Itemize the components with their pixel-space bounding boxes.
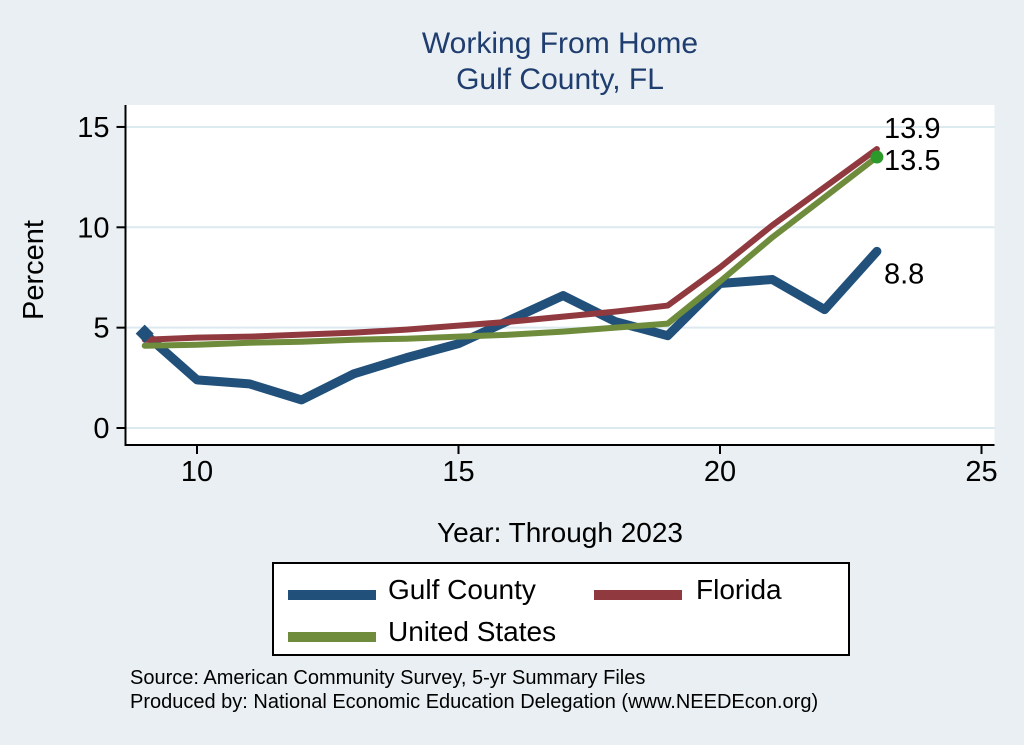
x-tick-label: 25 <box>965 456 997 488</box>
produced-by-line: Produced by: National Economic Education… <box>130 691 819 713</box>
y-tick-label: 0 <box>93 413 109 445</box>
end-value-label-united-states: 13.5 <box>884 145 940 177</box>
legend-swatch-florida <box>594 590 682 600</box>
x-axis-caption: Year: Through 2023 <box>437 517 683 548</box>
legend-swatch-gulf-county <box>288 590 376 600</box>
legend-swatch-united-states <box>288 632 376 642</box>
y-tick-label: 10 <box>77 212 109 244</box>
end-value-label-gulf-county: 8.8 <box>884 258 924 290</box>
y-axis-title: Percent <box>18 220 50 320</box>
y-tick-label: 15 <box>77 112 109 144</box>
source-notes: Source: American Community Survey, 5-yr … <box>130 666 818 714</box>
y-tick-label: 5 <box>93 313 109 345</box>
legend-label-florida: Florida <box>696 574 782 605</box>
series-line-florida <box>141 146 880 343</box>
legend-label-united-states: United States <box>388 616 557 647</box>
series-line-united-states <box>141 154 880 349</box>
chart-title-line2: Gulf County, FL <box>456 63 664 96</box>
source-line: Source: American Community Survey, 5-yr … <box>130 667 646 689</box>
chart-title-line1: Working From Home <box>421 27 699 60</box>
end-value-label-florida: 13.9 <box>884 113 940 145</box>
x-tick-label: 20 <box>704 456 736 488</box>
legend-label-gulf-county: Gulf County <box>388 574 536 605</box>
x-tick-label: 10 <box>181 456 213 488</box>
legend-box: Gulf County Florida United States <box>272 562 850 656</box>
circle-icon <box>870 150 884 164</box>
x-tick-label: 15 <box>442 456 474 488</box>
chart-title: Working From Home Gulf County, FL <box>125 26 995 98</box>
diamond-icon <box>135 324 154 343</box>
